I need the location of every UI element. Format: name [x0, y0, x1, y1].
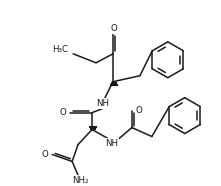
Text: NH: NH [105, 139, 118, 148]
Text: NH₂: NH₂ [72, 176, 88, 185]
Text: O: O [135, 106, 142, 115]
Text: O: O [42, 150, 49, 159]
Text: O: O [60, 108, 67, 117]
Text: O: O [111, 24, 117, 33]
Text: NH: NH [97, 99, 110, 108]
Text: H₃C: H₃C [52, 45, 68, 54]
